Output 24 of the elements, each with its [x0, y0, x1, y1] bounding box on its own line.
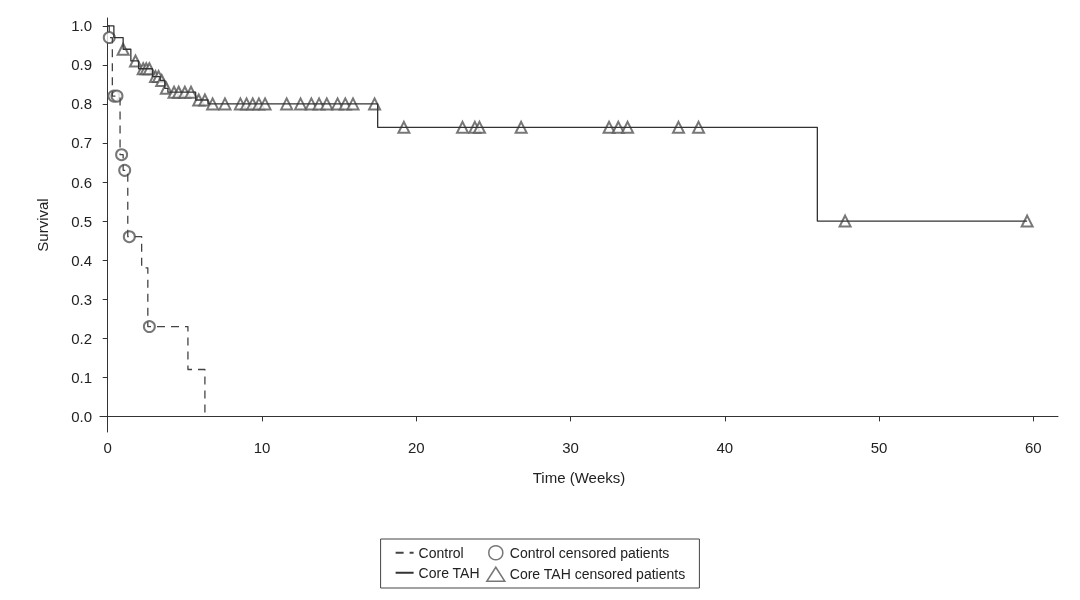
- y-tick-label: 0.2: [71, 329, 92, 347]
- y-tick-label: 0.1: [71, 368, 92, 386]
- x-tick-label: 50: [870, 439, 888, 456]
- legend-label: Control censored patients: [509, 544, 670, 561]
- y-tick-label: 0.4: [71, 251, 92, 269]
- y-tick-label: 0.8: [71, 95, 92, 113]
- x-tick-label: 0: [103, 439, 112, 456]
- y-tick-label: 0.7: [71, 134, 92, 152]
- x-tick-label: 10: [253, 439, 271, 456]
- y-axis-title: Survival: [34, 198, 51, 252]
- y-tick-label: 0.6: [71, 173, 92, 191]
- legend-label: Core TAH: [418, 564, 480, 581]
- y-tick-label: 0.5: [71, 212, 92, 230]
- legend-label: Core TAH censored patients: [509, 566, 686, 583]
- y-tick-label: 0.3: [71, 290, 92, 308]
- x-tick-label: 20: [407, 439, 425, 456]
- y-tick-label: 0.0: [71, 407, 92, 425]
- x-tick-label: 30: [562, 439, 579, 456]
- x-tick-label: 40: [716, 439, 734, 456]
- x-axis-title: Time (Weeks): [532, 469, 626, 486]
- legend-label: Control: [418, 544, 464, 561]
- y-tick-label: 0.9: [71, 56, 92, 74]
- y-tick-label: 1.0: [71, 17, 92, 35]
- x-tick-label: 60: [1024, 439, 1042, 456]
